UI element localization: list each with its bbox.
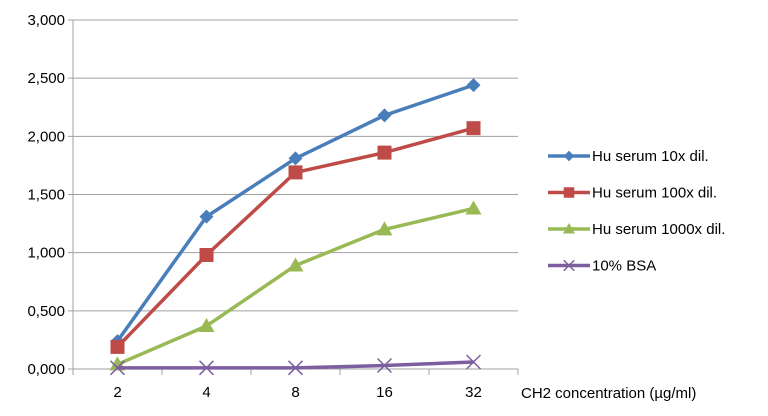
gridlines <box>68 19 518 370</box>
x-tick-label: 32 <box>465 384 482 401</box>
x-marker-stroke <box>109 360 126 376</box>
x-marker <box>198 360 215 376</box>
legend-label: Hu serum 10x dil. <box>592 148 709 165</box>
x-marker-stroke <box>287 360 304 376</box>
series-0 <box>110 78 481 349</box>
series-line <box>116 83 475 343</box>
y-tick-label: 2,000 <box>27 128 65 145</box>
triangle-marker <box>198 317 215 332</box>
x-marker-stroke <box>198 360 215 376</box>
triangle-marker <box>465 200 482 215</box>
diamond-marker <box>288 151 303 166</box>
triangle-marker <box>376 221 393 236</box>
axes: 0,000 0,500 1,000 1,500 2,000 2,500 3,000 2 4 8 16… <box>27 12 519 401</box>
y-tick-label: 2,500 <box>27 70 65 87</box>
diamond-marker <box>199 209 214 224</box>
series-3 <box>109 354 482 376</box>
diamond-marker <box>563 150 575 162</box>
x-marker <box>465 354 482 370</box>
series-1 <box>110 121 481 354</box>
square-marker <box>288 165 303 180</box>
legend-label: 10% BSA <box>592 258 656 275</box>
y-tick-label: 3,000 <box>27 12 65 29</box>
square-marker <box>466 121 481 136</box>
x-marker <box>287 360 304 376</box>
triangle-marker <box>287 257 304 272</box>
x-marker-stroke <box>563 259 575 272</box>
x-marker-stroke <box>376 357 393 374</box>
series-group <box>109 78 482 376</box>
legend: Hu serum 10x dil. Hu serum 100x dil. Hu se… <box>548 148 725 275</box>
series-2 <box>109 200 482 371</box>
x-marker <box>109 360 126 376</box>
triangle-marker <box>563 223 575 234</box>
square-marker <box>199 247 214 262</box>
x-tick-label: 4 <box>202 384 210 401</box>
x-marker <box>563 259 575 272</box>
square-marker <box>377 145 392 160</box>
diamond-marker <box>466 78 481 93</box>
legend-label: Hu serum 100x dil. <box>592 185 717 202</box>
series-line <box>116 206 474 366</box>
x-axis-label: CH2 concentration (µg/ml) <box>521 385 696 402</box>
legend-label: Hu serum 1000x dil. <box>592 221 725 238</box>
x-marker <box>376 357 393 374</box>
x-tick-label: 2 <box>113 384 121 401</box>
y-tick-label: 1,500 <box>27 187 65 204</box>
y-tick-label: 0,500 <box>27 303 65 320</box>
x-tick-label: 8 <box>291 384 299 401</box>
x-marker-stroke <box>465 354 482 370</box>
y-tick-label: 0,000 <box>27 361 65 378</box>
x-tick-label: 16 <box>376 384 393 401</box>
square-marker <box>110 339 125 354</box>
diamond-marker <box>377 108 392 123</box>
y-tick-label: 1,000 <box>27 245 65 262</box>
square-marker <box>563 187 575 198</box>
